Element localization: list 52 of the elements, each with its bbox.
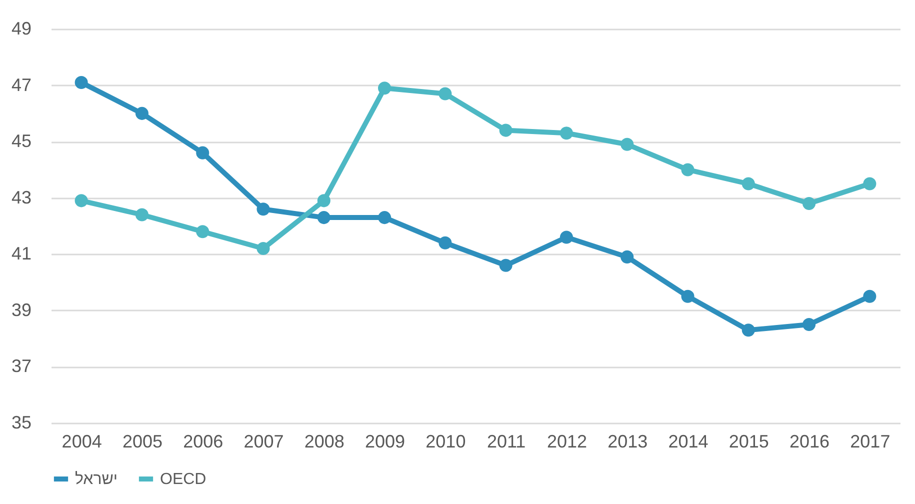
point: [620, 138, 634, 151]
legend-label: OECD: [160, 471, 206, 488]
point: [378, 82, 392, 95]
point: [438, 87, 452, 100]
point: [681, 290, 694, 303]
x-tick-label: 2011: [486, 432, 526, 452]
x-tick-label: 2004: [62, 432, 102, 452]
legend-label: ישראל: [75, 470, 118, 488]
point: [317, 194, 330, 208]
y-tick-label: 47: [11, 74, 32, 95]
x-tick-label: 2014: [668, 432, 708, 452]
x-tick-label: 2012: [546, 432, 587, 452]
x-tick-label: 2007: [244, 432, 284, 452]
point: [742, 177, 755, 190]
point: [620, 250, 634, 264]
point: [74, 194, 88, 208]
y-tick-label: 37: [11, 356, 32, 376]
point: [560, 230, 573, 244]
x-tick-label: 2017: [850, 432, 890, 452]
point: [863, 177, 876, 190]
y-tick-label: 49: [11, 18, 32, 38]
point: [499, 258, 512, 272]
point: [378, 211, 392, 224]
point: [135, 106, 148, 120]
x-tick-label: 2016: [790, 432, 830, 452]
point: [742, 324, 755, 337]
y-tick-label: 41: [11, 244, 32, 264]
y-tick-label: 35: [11, 412, 32, 432]
point: [802, 196, 816, 210]
x-tick-label: 2009: [365, 432, 406, 452]
point: [196, 225, 210, 238]
point: [560, 126, 573, 140]
x-tick-label: 2010: [426, 432, 466, 452]
point: [135, 208, 148, 222]
point: [317, 211, 330, 224]
x-tick-label: 2015: [728, 432, 769, 452]
x-tick-label: 2013: [608, 432, 648, 452]
point: [499, 124, 512, 137]
point: [256, 202, 270, 216]
x-tick-label: 2005: [122, 432, 162, 452]
point: [196, 146, 210, 160]
point: [438, 236, 452, 250]
point: [863, 290, 876, 303]
y-tick-label: 39: [11, 300, 32, 320]
y-tick-label: 43: [11, 187, 32, 208]
point: [74, 76, 88, 89]
x-tick-label: 2008: [304, 432, 344, 452]
y-tick-label: 45: [11, 131, 32, 152]
point: [681, 163, 694, 176]
x-tick-label: 2006: [183, 432, 224, 452]
point: [802, 318, 816, 332]
point: [256, 242, 270, 256]
